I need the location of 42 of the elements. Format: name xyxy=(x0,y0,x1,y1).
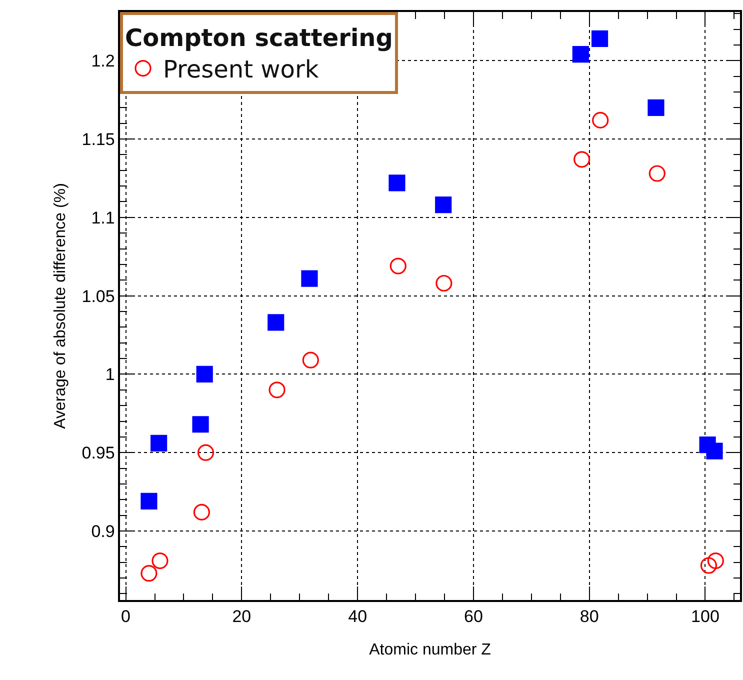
point xyxy=(302,352,319,368)
point xyxy=(648,165,666,182)
point xyxy=(574,151,590,168)
point xyxy=(572,46,589,63)
point xyxy=(435,196,452,214)
point xyxy=(193,504,210,520)
x-tick-label: 80 xyxy=(580,607,599,626)
legend-label: Present work xyxy=(163,56,319,84)
y-tick-label: 1.2 xyxy=(91,52,115,71)
x-tick-label: 0 xyxy=(121,607,131,626)
y-tick-label: 0.95 xyxy=(82,444,115,463)
point xyxy=(388,174,406,192)
point xyxy=(592,112,609,128)
point xyxy=(196,366,213,383)
point xyxy=(197,444,214,461)
y-tick-label: 1 xyxy=(105,365,115,384)
point xyxy=(192,416,209,433)
point xyxy=(268,382,286,398)
point xyxy=(591,30,608,47)
point xyxy=(390,258,406,274)
x-tick-label: 40 xyxy=(348,607,368,626)
y-tick-label: 0.9 xyxy=(91,522,115,541)
y-tick-label: 1.1 xyxy=(91,208,115,228)
x-tick-label: 20 xyxy=(232,607,252,626)
point xyxy=(706,442,723,460)
y-tick-label: 1.15 xyxy=(82,130,115,149)
y-tick-label: 1.05 xyxy=(82,286,115,306)
point xyxy=(648,99,664,116)
point xyxy=(700,557,718,574)
point xyxy=(707,552,724,570)
point xyxy=(140,492,158,510)
x-axis-title: Atomic number Z xyxy=(369,641,492,658)
y-axis-title: Average of absolute difference (%) xyxy=(52,183,70,429)
point xyxy=(140,565,158,582)
point xyxy=(152,552,168,570)
point xyxy=(301,270,318,287)
point xyxy=(150,434,168,452)
legend-title: Compton scattering xyxy=(125,24,393,52)
x-tick-label: 60 xyxy=(464,607,483,626)
x-tick-label: 100 xyxy=(691,607,720,626)
point xyxy=(268,314,284,331)
point xyxy=(436,274,452,292)
